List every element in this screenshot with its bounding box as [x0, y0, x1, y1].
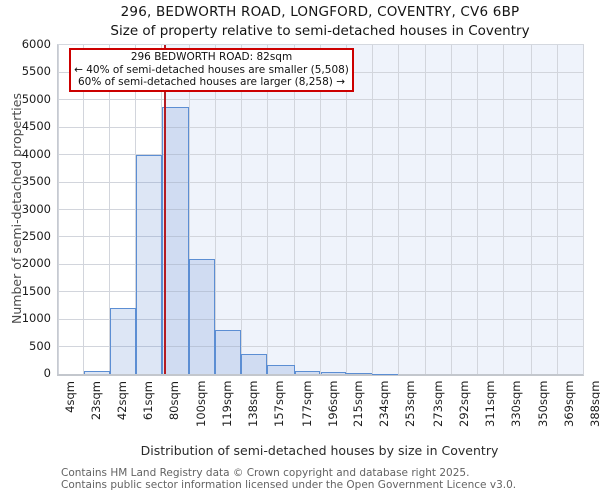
annotation-title: 296 BEDWORTH ROAD: 82sqm — [130, 51, 293, 64]
y-tick-label: 3500 — [21, 174, 51, 189]
gridline-horizontal — [58, 318, 583, 320]
gridline-horizontal — [58, 236, 583, 238]
histogram-bar — [189, 258, 216, 374]
y-tick-label: 4000 — [21, 146, 51, 161]
y-tick-label: 500 — [29, 338, 51, 353]
x-tick-label: 80sqm — [166, 381, 181, 421]
gridline-horizontal — [58, 181, 583, 183]
gridline-horizontal — [58, 154, 583, 156]
footer-line-2: Contains public sector information licen… — [61, 478, 517, 491]
annotation-smaller: ← 40% of semi-detached houses are smalle… — [74, 63, 349, 76]
histogram-bar — [372, 373, 399, 375]
histogram-bar — [320, 372, 347, 374]
histogram-bar — [267, 365, 295, 374]
plot-area — [57, 44, 584, 376]
annotation-box: 296 BEDWORTH ROAD: 82sqm ← 40% of semi-d… — [69, 48, 354, 92]
histogram-bar — [346, 373, 373, 375]
x-axis-label: Distribution of semi-detached houses by … — [140, 443, 499, 458]
histogram-bar — [294, 370, 321, 374]
gridline-horizontal — [58, 126, 583, 128]
attribution-footer: Contains HM Land Registry data © Crown c… — [61, 467, 517, 491]
x-tick-label: 330sqm — [508, 380, 523, 427]
histogram-bar — [241, 354, 268, 374]
x-tick-label: 61sqm — [140, 381, 155, 421]
x-tick-label: 273sqm — [430, 380, 445, 427]
y-tick-label: 3000 — [21, 201, 51, 216]
gridline-vertical — [582, 45, 584, 374]
histogram-bar — [161, 106, 190, 374]
marker-line-82sqm — [163, 45, 166, 374]
gridline-horizontal — [58, 291, 583, 293]
x-tick-label: 23sqm — [88, 381, 103, 421]
gridline-horizontal — [58, 99, 583, 101]
annotation-larger: 60% of semi-detached houses are larger (… — [77, 76, 345, 89]
x-tick-label: 138sqm — [246, 380, 261, 427]
page-subtitle: Size of property relative to semi-detach… — [110, 23, 530, 39]
histogram-bar — [215, 330, 242, 374]
y-tick-label: 4500 — [21, 119, 51, 134]
x-tick-label: 292sqm — [456, 380, 471, 427]
y-tick-label: 2500 — [21, 228, 51, 243]
x-tick-label: 369sqm — [562, 380, 577, 427]
x-tick-label: 350sqm — [536, 380, 551, 427]
x-tick-label: 157sqm — [272, 380, 287, 427]
x-tick-label: 42sqm — [114, 381, 129, 421]
y-tick-label: 1500 — [21, 283, 51, 298]
footer-line-1: Contains HM Land Registry data © Crown c… — [61, 467, 470, 479]
histogram-bar — [135, 154, 162, 374]
x-tick-label: 253sqm — [403, 380, 418, 427]
x-tick-label: 4sqm — [63, 381, 77, 413]
x-tick-label: 177sqm — [299, 380, 314, 427]
x-tick-label: 196sqm — [325, 380, 340, 427]
y-tick-label: 6000 — [21, 37, 51, 51]
page-title: 296, BEDWORTH ROAD, LONGFORD, COVENTRY, … — [120, 4, 520, 20]
histogram-bar — [83, 371, 110, 374]
y-tick-label: 5000 — [21, 91, 51, 106]
gridline-horizontal — [58, 346, 583, 348]
y-tick-label: 1000 — [21, 311, 51, 326]
x-tick-label: 388sqm — [588, 380, 600, 427]
x-tick-label: 100sqm — [194, 380, 209, 427]
y-tick-label: 0 — [43, 366, 51, 380]
x-tick-label: 119sqm — [220, 380, 235, 427]
x-tick-label: 215sqm — [351, 380, 366, 427]
y-tick-label: 5500 — [21, 64, 51, 79]
x-tick-label: 234sqm — [377, 380, 392, 427]
y-tick-label: 2000 — [21, 256, 51, 271]
gridline-horizontal — [58, 209, 583, 210]
x-tick-label: 311sqm — [482, 380, 497, 427]
gridline-horizontal — [58, 263, 583, 265]
histogram-bar — [109, 308, 136, 374]
